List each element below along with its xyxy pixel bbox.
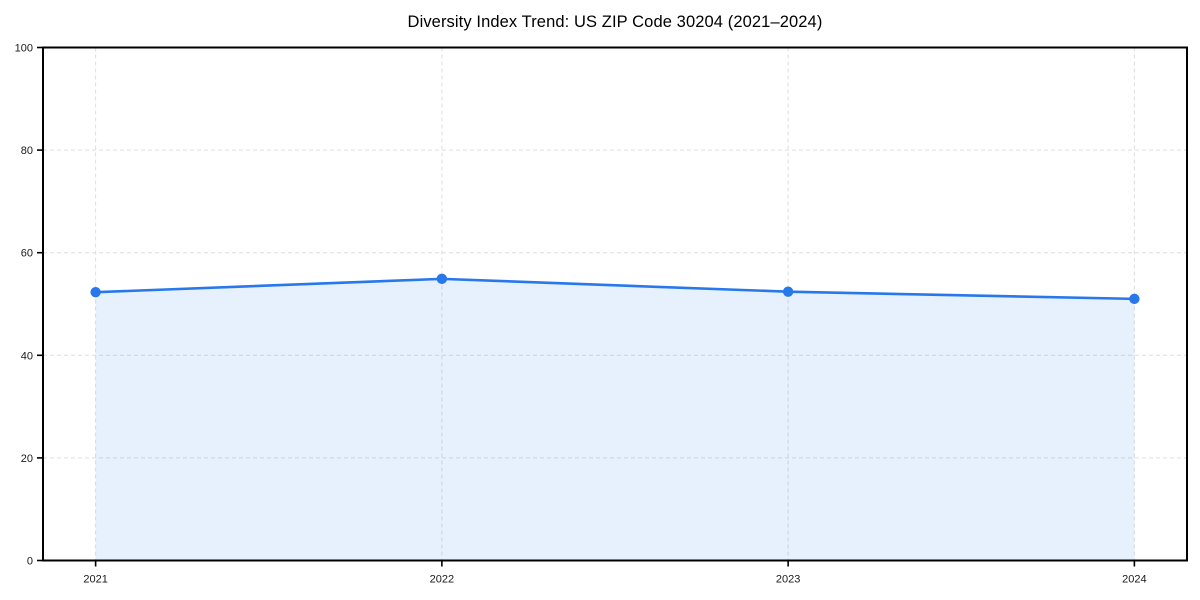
- y-tick-label-100: 100: [15, 43, 33, 55]
- x-tick-label-2022: 2022: [430, 574, 454, 586]
- x-tick-label-2021: 2021: [83, 574, 107, 586]
- trend-line: [94, 277, 1136, 301]
- y-tick-label-40: 40: [21, 350, 33, 362]
- plot-background: [43, 47, 1187, 561]
- data-point-2021: [90, 287, 101, 298]
- y-tick-label-20: 20: [21, 453, 33, 465]
- y-tick-label-80: 80: [21, 145, 33, 157]
- data-point-2023: [782, 286, 794, 297]
- area-fill: [95, 278, 1135, 561]
- x-tick-label-2024: 2024: [1122, 574, 1146, 586]
- data-point-2022: [436, 273, 448, 285]
- plot-border: [42, 46, 1188, 562]
- chart-title: Diversity Index Trend: US ZIP Code 30204…: [407, 13, 823, 31]
- x-tick-label-2023: 2023: [776, 574, 800, 586]
- y-tick-label-0: 0: [27, 556, 33, 568]
- data-point-2024: [1129, 293, 1140, 305]
- y-tick-label-60: 60: [21, 248, 33, 260]
